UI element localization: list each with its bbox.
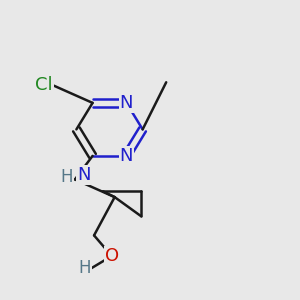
Text: O: O [105,247,119,265]
Text: H: H [61,168,73,186]
Text: N: N [120,147,133,165]
Text: H: H [79,260,91,278]
Text: N: N [77,166,91,184]
Text: N: N [120,94,133,112]
Text: Cl: Cl [35,76,53,94]
